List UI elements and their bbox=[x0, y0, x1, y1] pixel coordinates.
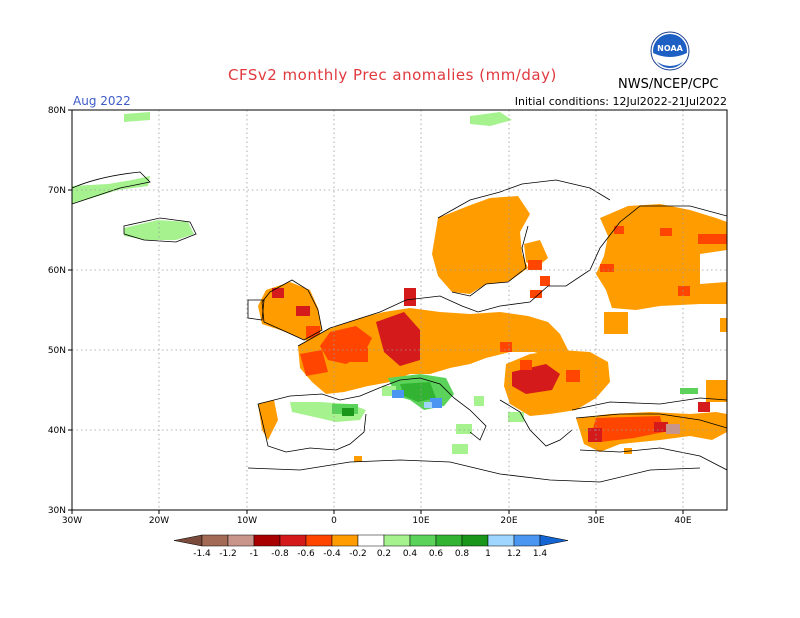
colorbar-label: -1.4 bbox=[193, 549, 211, 559]
greenland-positive-anomaly bbox=[72, 176, 150, 204]
colorbar-swatch bbox=[305, 534, 333, 547]
colorbar-swatch bbox=[253, 534, 281, 547]
lon-label-30w: 30W bbox=[62, 516, 82, 526]
anomaly-field bbox=[72, 112, 727, 462]
colorbar-swatch bbox=[173, 534, 203, 547]
logo-text: NOAA bbox=[657, 44, 683, 53]
central-europe-negative-anomaly bbox=[298, 308, 568, 394]
western-russia-negative-anomaly bbox=[596, 204, 727, 310]
lat-label-50n: 50N bbox=[48, 346, 66, 356]
lat-label-70n: 70N bbox=[48, 186, 66, 196]
noaa-logo: NOAA bbox=[650, 31, 690, 71]
lon-label-10e: 10E bbox=[412, 516, 429, 526]
iceland-positive-anomaly bbox=[124, 220, 194, 240]
colorbar-swatch bbox=[357, 534, 385, 547]
lat-label-60n: 60N bbox=[48, 266, 66, 276]
colorbar-label: 0.8 bbox=[455, 549, 470, 559]
agency-label: NWS/NCEP/CPC bbox=[618, 77, 719, 92]
colorbar-swatch bbox=[383, 534, 411, 547]
colorbar-label: -0.4 bbox=[323, 549, 341, 559]
lat-label-40n: 40N bbox=[48, 426, 66, 436]
map-frame bbox=[71, 109, 728, 511]
colorbar-swatch bbox=[331, 534, 359, 547]
colorbar-swatch bbox=[539, 534, 569, 547]
colorbar-label: 0.4 bbox=[403, 549, 418, 559]
forecast-month: Aug 2022 bbox=[73, 94, 131, 108]
colorbar-label: -0.6 bbox=[297, 549, 315, 559]
colorbar-swatch bbox=[513, 534, 541, 547]
colorbar-swatch bbox=[409, 534, 437, 547]
colorbar-label: 0.2 bbox=[377, 549, 391, 559]
lon-label-20w: 20W bbox=[149, 516, 169, 526]
colorbar-swatch bbox=[279, 534, 307, 547]
coastlines bbox=[72, 171, 727, 483]
scandinavia-negative-anomaly bbox=[432, 196, 530, 294]
lat-label-30n: 30N bbox=[48, 506, 66, 516]
lon-label-40e: 40E bbox=[674, 516, 691, 526]
colorbar-label: -0.2 bbox=[349, 549, 367, 559]
colorbar-label: 1.4 bbox=[533, 549, 548, 559]
lon-label-30e: 30E bbox=[587, 516, 604, 526]
lon-label-10w: 10W bbox=[237, 516, 257, 526]
lat-label-80n: 80N bbox=[48, 106, 66, 116]
colorbar-label: 1 bbox=[485, 549, 491, 559]
colorbar-label: -0.8 bbox=[271, 549, 289, 559]
graticule bbox=[72, 110, 727, 510]
initial-conditions: Initial conditions: 12Jul2022-21Jul2022 bbox=[514, 95, 727, 108]
colorbar-swatch bbox=[487, 534, 515, 547]
colorbar-swatch bbox=[435, 534, 463, 547]
colorbar-swatch bbox=[201, 534, 229, 547]
colorbar-swatch bbox=[461, 534, 489, 547]
lon-label-20e: 20E bbox=[500, 516, 517, 526]
lon-label-0: 0 bbox=[331, 516, 337, 526]
colorbar-label: -1.2 bbox=[219, 549, 237, 559]
chart-title: CFSv2 monthly Prec anomalies (mm/day) bbox=[228, 66, 557, 84]
colorbar-label: -1 bbox=[250, 549, 259, 559]
colorbar-label: 0.6 bbox=[429, 549, 444, 559]
colorbar: -1.4 -1.2 -1 -0.8 -0.6 -0.4 -0.2 0.2 0.4 0.6 0.8 1 1… bbox=[173, 534, 569, 559]
lat-ticks: 80N 70N 60N 50N 40N 30N bbox=[48, 106, 72, 516]
colorbar-swatch bbox=[227, 534, 255, 547]
lon-ticks: 30W 20W 10W 0 10E 20E 30E 40E bbox=[62, 510, 692, 526]
colorbar-label: 1.2 bbox=[507, 549, 521, 559]
